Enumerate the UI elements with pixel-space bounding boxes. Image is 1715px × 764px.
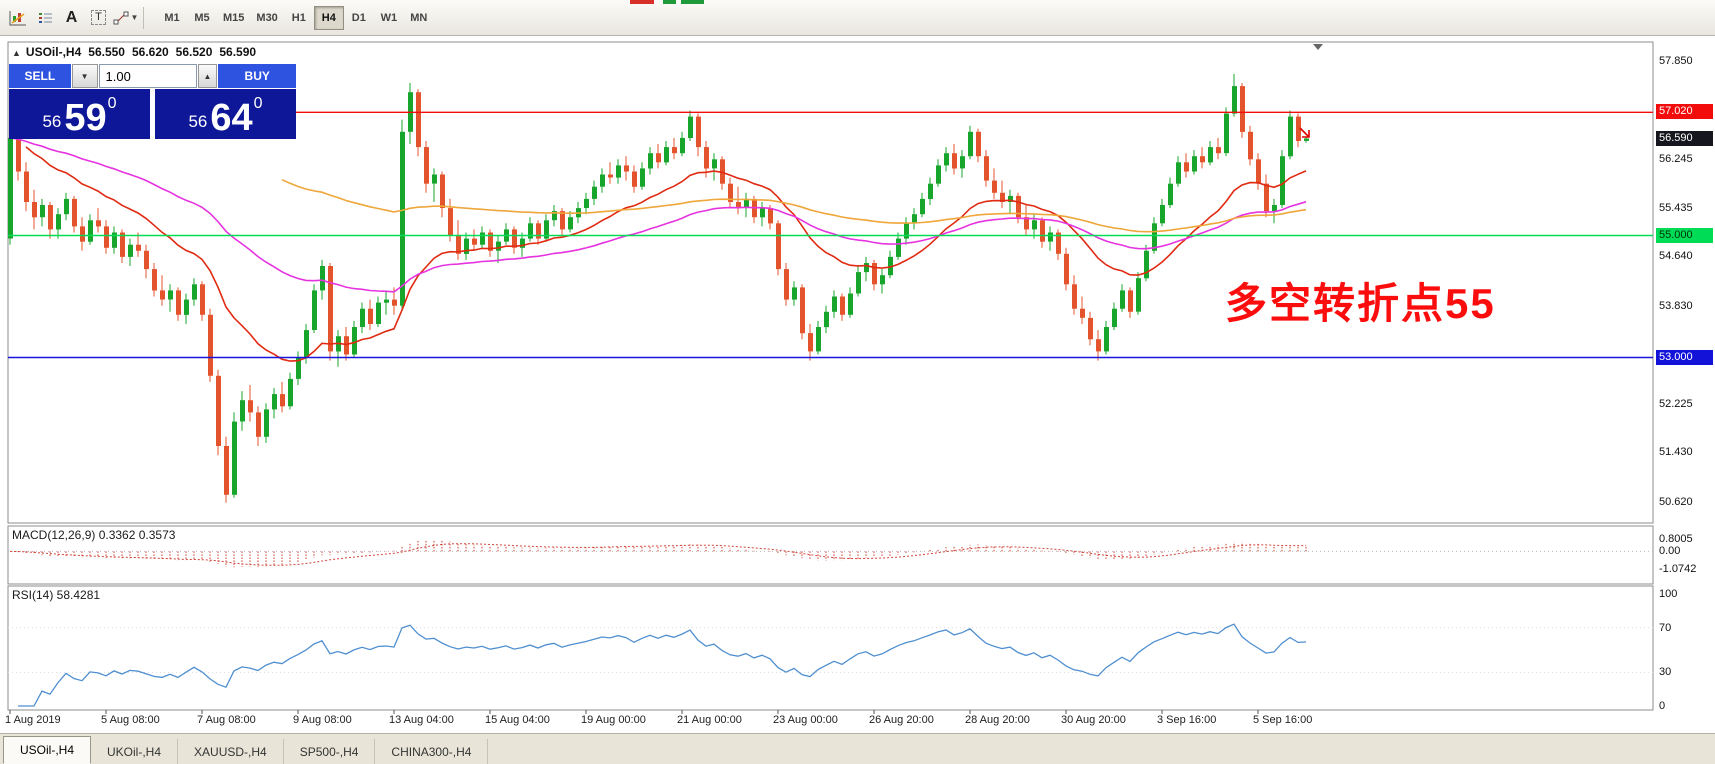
price-tick-label: 52.225: [1659, 398, 1693, 410]
rsi-tick-label: 30: [1659, 666, 1672, 678]
bid-big-figure: 56: [42, 112, 62, 131]
shapes-tool-icon[interactable]: ▼: [112, 5, 139, 31]
price-badge: 53.000: [1656, 350, 1713, 365]
price-tick-label: 51.430: [1659, 446, 1693, 458]
symbol-tab-usoilh4[interactable]: USOil-,H4: [3, 736, 92, 764]
price-tick-label: 55.435: [1659, 202, 1693, 214]
rsi-tick-label: 0: [1659, 700, 1666, 712]
macd-indicator-label: MACD(12,26,9) 0.3362 0.3573: [12, 528, 176, 542]
caret-up-icon: ▲: [203, 71, 212, 81]
label-tool-glyph: T: [91, 10, 106, 25]
macd-tick-label: 0.00: [1659, 545, 1681, 557]
ohlc-low: 56.520: [175, 45, 213, 59]
macd-tick-label: -1.0742: [1659, 563, 1697, 575]
bid-pipette: 0: [107, 95, 117, 112]
volume-input[interactable]: [98, 64, 197, 88]
symbol-tab-china300h4[interactable]: CHINA300-,H4: [375, 739, 489, 764]
sell-button[interactable]: SELL: [9, 64, 71, 88]
timeframe-group: M1 M5 M15 M30 H1 H4 D1 W1 MN: [157, 5, 434, 30]
ohlc-close: 56.590: [219, 45, 257, 59]
chart-window: ▲ USOil-,H4 56.550 56.620 56.520 56.590 SELL …: [0, 36, 1715, 733]
caret-down-icon: ▼: [80, 71, 89, 81]
rsi-tick-label: 70: [1659, 622, 1672, 634]
ask-pips: 64: [210, 96, 253, 139]
symbol-tab-xauusdh4[interactable]: XAUUSD-,H4: [178, 739, 284, 764]
price-tick-label: 57.850: [1659, 55, 1693, 67]
candlestick-chart[interactable]: [0, 36, 1715, 733]
timeframe-m15[interactable]: M15: [223, 11, 245, 24]
ohlc-open: 56.550: [88, 45, 125, 59]
chart-annotation-text: 多空转折点55: [1225, 280, 1496, 327]
caret-down-icon: ▼: [130, 13, 139, 22]
clipped-title-fragment: [663, 0, 676, 4]
ask-big-figure: 56: [188, 112, 208, 131]
chart-shift-marker: [1313, 44, 1323, 50]
toolbar-separator: [143, 6, 144, 29]
timeframe-m30[interactable]: M30: [256, 11, 278, 24]
ohlc-high: 56.620: [131, 45, 169, 59]
price-tick-label: 54.640: [1659, 250, 1693, 262]
price-axis[interactable]: 57.850 56.245 55.435 54.640 53.830 52.225 51.4…: [1656, 36, 1715, 733]
label-tool-icon[interactable]: T: [85, 5, 112, 31]
timeframe-d1[interactable]: D1: [351, 11, 366, 24]
toolbar: A T ▼ M1 M5 M15 M30 H1 H4 D1 W1 MN: [0, 0, 1715, 36]
chart-symbol-ohlc: ▲ USOil-,H4 56.550 56.620 56.520 56.590: [12, 45, 256, 59]
buy-button[interactable]: BUY: [218, 64, 297, 88]
one-click-trade-panel: SELL ▼ ▲ BUY 56 59 0 56 64 0: [9, 64, 297, 139]
price-tick-label: 50.620: [1659, 496, 1693, 508]
symbol-tab-sp500h4[interactable]: SP500-,H4: [284, 739, 376, 764]
macd-tick-label: 0.8005: [1659, 533, 1693, 545]
timeframe-w1[interactable]: W1: [380, 11, 398, 24]
timeframe-h1[interactable]: H1: [291, 11, 306, 24]
price-tick-label: 53.830: [1659, 300, 1693, 312]
grid-tool-icon[interactable]: [31, 5, 58, 31]
volume-dropdown[interactable]: ▼: [71, 64, 98, 88]
bid-pips: 59: [64, 96, 107, 139]
volume-stepper[interactable]: ▲: [197, 64, 218, 88]
rsi-tick-label: 100: [1659, 588, 1678, 600]
timeframe-h4[interactable]: H4: [313, 5, 344, 30]
timeframe-m5[interactable]: M5: [194, 11, 210, 24]
price-arrow-marker: [1299, 127, 1310, 138]
ask-price-display[interactable]: 56 64 0: [155, 89, 296, 139]
bid-price-display[interactable]: 56 59 0: [9, 89, 150, 139]
symbol-tab-ukoilh4[interactable]: UKOil-,H4: [91, 739, 179, 764]
price-badge: 56.590: [1656, 131, 1713, 146]
clipped-title-fragment: [630, 0, 654, 4]
timeframe-m1[interactable]: M1: [164, 11, 180, 24]
clipped-title-fragment: [681, 0, 704, 4]
price-tick-label: 56.245: [1659, 153, 1693, 165]
ask-pipette: 0: [253, 95, 263, 112]
chart-tool-icon[interactable]: [4, 5, 31, 31]
text-tool-icon[interactable]: A: [65, 8, 78, 26]
chart-symbol-label: USOil-,H4: [25, 45, 82, 59]
rsi-indicator-label: RSI(14) 58.4281: [12, 588, 101, 602]
collapse-arrow-icon[interactable]: ▲: [12, 48, 21, 58]
price-badge: 57.020: [1656, 104, 1713, 119]
price-badge: 55.000: [1656, 228, 1713, 243]
timeframe-mn[interactable]: MN: [410, 11, 428, 24]
chart-tab-bar: USOil-,H4 UKOil-,H4 XAUUSD-,H4 SP500-,H4 CHI…: [0, 733, 1715, 764]
